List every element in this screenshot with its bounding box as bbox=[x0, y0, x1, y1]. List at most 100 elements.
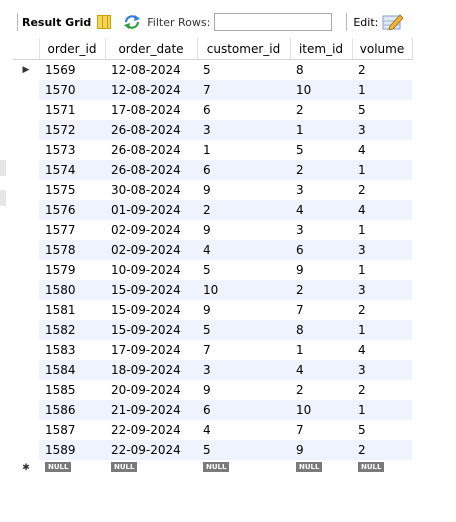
cell-customer-id[interactable]: 6 bbox=[197, 100, 290, 120]
cell-customer-id[interactable]: 6 bbox=[197, 160, 290, 180]
cell-order-date[interactable]: 12-08-2024 bbox=[105, 80, 197, 100]
cell-customer-id[interactable]: 9 bbox=[197, 300, 290, 320]
cell-order-date[interactable]: 21-09-2024 bbox=[105, 400, 197, 420]
cell-order-id[interactable]: 1584 bbox=[39, 360, 105, 380]
cell-customer-id[interactable]: 2 bbox=[197, 200, 290, 220]
cell-order-id[interactable]: 1573 bbox=[39, 140, 105, 160]
cell-order-date[interactable]: 22-09-2024 bbox=[105, 420, 197, 440]
cell-item-id[interactable]: 8 bbox=[290, 320, 352, 340]
refresh-icon[interactable] bbox=[123, 13, 141, 31]
table-row[interactable]: 1586 21-09-2024 6 10 1 bbox=[13, 400, 412, 420]
row-marker[interactable] bbox=[13, 400, 39, 420]
cell-order-date[interactable]: 26-08-2024 bbox=[105, 160, 197, 180]
cell-customer-id[interactable]: 9 bbox=[197, 180, 290, 200]
cell-customer-id[interactable]: 4 bbox=[197, 240, 290, 260]
cell-item-id[interactable]: 2 bbox=[290, 380, 352, 400]
cell-volume[interactable]: 3 bbox=[352, 280, 412, 300]
cell-volume[interactable]: 1 bbox=[352, 400, 412, 420]
row-marker[interactable] bbox=[13, 100, 39, 120]
cell-order-date[interactable]: 02-09-2024 bbox=[105, 240, 197, 260]
cell-customer-id[interactable]: 5 bbox=[197, 59, 290, 80]
cell-item-id[interactable]: 7 bbox=[290, 300, 352, 320]
cell-volume[interactable]: 1 bbox=[352, 80, 412, 100]
table-row[interactable]: 1571 17-08-2024 6 2 5 bbox=[13, 100, 412, 120]
cell-item-id[interactable]: 9 bbox=[290, 260, 352, 280]
cell-volume[interactable]: 4 bbox=[352, 340, 412, 360]
cell-volume[interactable]: 2 bbox=[352, 59, 412, 80]
cell-volume[interactable]: 4 bbox=[352, 140, 412, 160]
row-marker[interactable] bbox=[13, 260, 39, 280]
cell-order-date[interactable]: 12-08-2024 bbox=[105, 59, 197, 80]
cell-item-id[interactable]: 4 bbox=[290, 200, 352, 220]
cell-order-date[interactable]: 30-08-2024 bbox=[105, 180, 197, 200]
row-marker[interactable]: ▶ bbox=[22, 65, 30, 75]
cell-volume[interactable]: 2 bbox=[352, 440, 412, 460]
cell-order-date[interactable]: 22-09-2024 bbox=[105, 440, 197, 460]
filter-rows-input[interactable] bbox=[214, 13, 333, 31]
cell-item-id[interactable]: 8 bbox=[290, 59, 352, 80]
left-panel-tab[interactable] bbox=[0, 160, 6, 176]
cell-volume[interactable]: 1 bbox=[352, 260, 412, 280]
cell-order-id[interactable]: 1575 bbox=[39, 180, 105, 200]
cell-customer-id[interactable]: 5 bbox=[197, 260, 290, 280]
cell-order-id[interactable]: 1589 bbox=[39, 440, 105, 460]
column-header-item-id[interactable]: item_id bbox=[290, 38, 353, 60]
cell-item-id[interactable]: 2 bbox=[290, 280, 352, 300]
cell-order-id[interactable]: 1570 bbox=[39, 80, 105, 100]
cell-customer-id[interactable]: 3 bbox=[197, 360, 290, 380]
cell-item-id[interactable]: 1 bbox=[290, 340, 352, 360]
cell-volume[interactable]: 2 bbox=[352, 180, 412, 200]
table-row[interactable]: 1576 01-09-2024 2 4 4 bbox=[13, 200, 412, 220]
row-marker[interactable] bbox=[13, 320, 39, 340]
column-header-customer-id[interactable]: customer_id bbox=[197, 38, 291, 60]
row-marker[interactable] bbox=[13, 140, 39, 160]
table-row[interactable]: 1584 18-09-2024 3 4 3 bbox=[13, 360, 412, 380]
column-header-order-date[interactable]: order_date bbox=[105, 38, 198, 60]
cell-item-id[interactable]: 2 bbox=[290, 100, 352, 120]
cell-order-id[interactable]: 1585 bbox=[39, 380, 105, 400]
cell-item-id[interactable]: 9 bbox=[290, 440, 352, 460]
new-row-cell-order-date[interactable]: NULL bbox=[105, 460, 197, 476]
table-row[interactable]: 1575 30-08-2024 9 3 2 bbox=[13, 180, 412, 200]
cell-item-id[interactable]: 4 bbox=[290, 360, 352, 380]
row-marker[interactable] bbox=[13, 120, 39, 140]
row-marker[interactable] bbox=[13, 220, 39, 240]
table-row[interactable]: 1587 22-09-2024 4 7 5 bbox=[13, 420, 412, 440]
table-row[interactable]: 1570 12-08-2024 7 10 1 bbox=[13, 80, 412, 100]
cell-customer-id[interactable]: 5 bbox=[197, 440, 290, 460]
cell-order-id[interactable]: 1572 bbox=[39, 120, 105, 140]
cell-order-date[interactable]: 02-09-2024 bbox=[105, 220, 197, 240]
table-row[interactable]: 1573 26-08-2024 1 5 4 bbox=[13, 140, 412, 160]
row-marker[interactable] bbox=[13, 180, 39, 200]
cell-item-id[interactable]: 2 bbox=[290, 160, 352, 180]
new-row-cell-item-id[interactable]: NULL bbox=[290, 460, 352, 476]
row-marker[interactable] bbox=[13, 200, 39, 220]
cell-order-id[interactable]: 1576 bbox=[39, 200, 105, 220]
column-header-volume[interactable]: volume bbox=[352, 38, 413, 60]
row-marker[interactable] bbox=[13, 80, 39, 100]
cell-customer-id[interactable]: 3 bbox=[197, 120, 290, 140]
cell-order-id[interactable]: 1578 bbox=[39, 240, 105, 260]
cell-order-date[interactable]: 01-09-2024 bbox=[105, 200, 197, 220]
cell-customer-id[interactable]: 9 bbox=[197, 220, 290, 240]
new-row-cell-volume[interactable]: NULL bbox=[352, 460, 412, 476]
cell-order-id[interactable]: 1571 bbox=[39, 100, 105, 120]
table-row[interactable]: 1579 10-09-2024 5 9 1 bbox=[13, 260, 412, 280]
cell-item-id[interactable]: 10 bbox=[290, 400, 352, 420]
cell-order-date[interactable]: 26-08-2024 bbox=[105, 120, 197, 140]
cell-volume[interactable]: 5 bbox=[352, 100, 412, 120]
cell-order-date[interactable]: 17-09-2024 bbox=[105, 340, 197, 360]
row-marker[interactable] bbox=[13, 380, 39, 400]
table-row[interactable]: 1578 02-09-2024 4 6 3 bbox=[13, 240, 412, 260]
cell-volume[interactable]: 1 bbox=[352, 220, 412, 240]
table-row[interactable]: ▶ 1569 12-08-2024 5 8 2 bbox=[13, 59, 412, 80]
cell-order-id[interactable]: 1579 bbox=[39, 260, 105, 280]
cell-customer-id[interactable]: 4 bbox=[197, 420, 290, 440]
cell-volume[interactable]: 1 bbox=[352, 160, 412, 180]
cell-item-id[interactable]: 5 bbox=[290, 140, 352, 160]
new-row-cell-customer-id[interactable]: NULL bbox=[197, 460, 290, 476]
row-marker[interactable] bbox=[13, 340, 39, 360]
cell-item-id[interactable]: 7 bbox=[290, 420, 352, 440]
cell-order-date[interactable]: 17-08-2024 bbox=[105, 100, 197, 120]
cell-order-id[interactable]: 1580 bbox=[39, 280, 105, 300]
